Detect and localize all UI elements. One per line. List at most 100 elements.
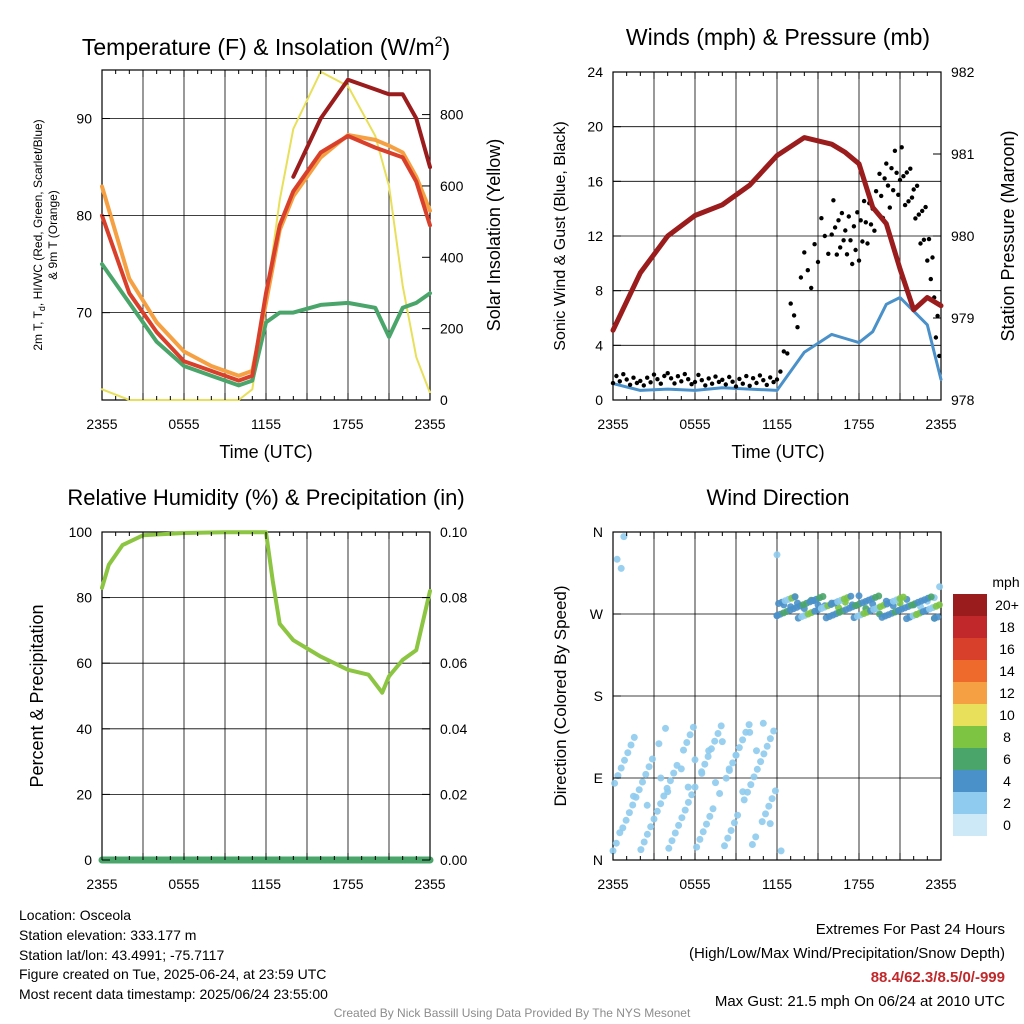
direction-point	[885, 611, 892, 619]
left-tick-label: 12	[587, 228, 603, 244]
gust-point	[872, 228, 877, 233]
winds-x-axis-label: Time (UTC)	[731, 442, 824, 462]
gust-point	[805, 268, 810, 273]
direction-point	[921, 596, 929, 604]
gust-point	[727, 374, 732, 380]
right-tick-label: 979	[951, 310, 975, 326]
gust-point	[771, 379, 776, 385]
gust-point	[716, 379, 722, 385]
direction-point	[742, 728, 750, 736]
gust-point	[815, 259, 821, 265]
elevation-text: Station elevation: 333.177 m	[19, 926, 197, 943]
direction-point	[781, 597, 789, 605]
direction-point	[657, 774, 665, 782]
direction-point	[894, 607, 902, 615]
direction-point	[835, 608, 843, 616]
gust-point	[911, 187, 916, 192]
humidity-chart-title: Relative Humidity (%) & Precipitation (i…	[67, 485, 464, 510]
direction-point	[706, 812, 714, 820]
direction-point	[645, 763, 653, 771]
direction-point	[662, 724, 669, 732]
direction-point	[707, 745, 715, 753]
colorbar-title: mph	[992, 574, 1019, 590]
latlon-text: Station lat/lon: 43.4991; -75.7117	[19, 946, 225, 963]
direction-point	[625, 809, 633, 817]
direction-point	[853, 612, 861, 620]
gust-point	[846, 214, 851, 219]
gust-point	[658, 381, 663, 386]
right-tick-label: 400	[440, 249, 464, 265]
right-tick-label: 0.00	[440, 852, 467, 868]
colorbar-swatch	[953, 660, 987, 682]
direction-point	[876, 603, 884, 611]
direction-point	[613, 555, 621, 563]
winds-right-axis-label: Station Pressure (Maroon)	[998, 130, 1018, 341]
time-tick-label: 0555	[679, 416, 710, 432]
direction-point	[912, 611, 920, 618]
gust-point	[856, 258, 862, 263]
direction-point	[647, 823, 655, 831]
gust-point	[868, 222, 874, 227]
direction-point	[684, 798, 692, 806]
gust-point	[899, 145, 904, 150]
direction-point	[729, 759, 737, 767]
direction-point	[770, 727, 778, 735]
right-tick-label: 0.02	[440, 786, 467, 802]
left-tick-label: 8	[595, 283, 603, 299]
direction-point	[666, 777, 674, 785]
direction-point	[635, 786, 643, 794]
gust-point	[892, 148, 898, 153]
direction-point	[750, 773, 758, 781]
right-tick-label: 200	[440, 321, 464, 337]
gust-point	[826, 251, 831, 256]
direction-point	[630, 733, 638, 741]
direction-point	[629, 801, 637, 809]
gust-point	[679, 379, 684, 384]
colorbar-label: 6	[1003, 751, 1011, 767]
winds-chart-title: Winds (mph) & Pressure (mb)	[626, 24, 930, 50]
direction-point	[804, 610, 812, 618]
direction-point	[757, 758, 765, 766]
direction-point	[727, 827, 735, 834]
direction-point	[712, 779, 719, 787]
left-tick-label: N	[593, 852, 603, 868]
direction-point	[903, 615, 911, 623]
left-tick-label: 80	[76, 590, 92, 606]
direction-point	[799, 601, 807, 609]
gust-point	[682, 371, 687, 377]
gust-point	[764, 382, 769, 388]
direction-point	[657, 800, 665, 808]
direction-point	[926, 605, 933, 613]
direction-point	[780, 609, 788, 617]
insolation-line	[101, 70, 431, 401]
direction-point	[681, 806, 689, 814]
gust-point	[747, 383, 752, 388]
direction-point	[786, 606, 794, 614]
gust-point	[699, 378, 704, 383]
temperature-right-axis-label: Solar Insolation (Yellow)	[484, 139, 504, 331]
time-tick-label: 1155	[251, 416, 281, 432]
gust-point	[812, 242, 817, 247]
speed-colorbar: mph 20+ 18 16 14 12 10 8 6 4 2 0	[953, 574, 1020, 836]
direction-point	[765, 802, 773, 810]
winds-left-axis-label: Sonic Wind & Gust (Blue, Black)	[552, 121, 569, 350]
humidity-panel: Relative Humidity (%) & Precipitation (i…	[27, 485, 467, 892]
wind-direction-grid	[613, 532, 941, 860]
direction-point	[691, 783, 699, 791]
direction-point	[688, 791, 696, 799]
gust-point	[819, 216, 824, 221]
direction-point	[827, 600, 835, 608]
direction-point	[611, 779, 619, 787]
direction-point	[617, 564, 625, 572]
gust-point	[896, 192, 901, 197]
gust-point	[930, 255, 935, 260]
left-tick-label: 70	[76, 305, 92, 321]
wind-direction-left-axis-label: Direction (Colored By Speed)	[551, 585, 570, 806]
temperature-chart-title: Temperature (F) & Insolation (W/m2)	[82, 33, 450, 60]
direction-point	[752, 833, 760, 841]
gust-point	[851, 224, 857, 229]
direction-point	[704, 753, 712, 760]
direction-point	[748, 841, 756, 848]
direction-point	[655, 740, 663, 748]
left-tick-label: 80	[76, 208, 92, 224]
